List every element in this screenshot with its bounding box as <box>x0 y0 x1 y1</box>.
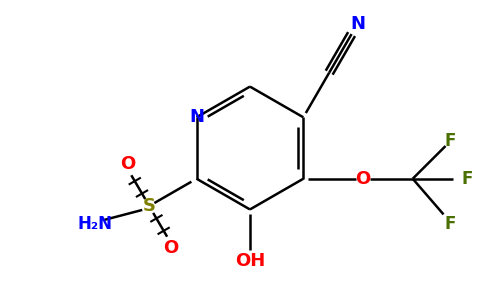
Text: S: S <box>143 197 156 215</box>
Text: N: N <box>189 108 204 126</box>
Text: F: F <box>445 132 456 150</box>
Text: O: O <box>164 238 179 256</box>
Text: H₂N: H₂N <box>77 215 112 233</box>
Text: O: O <box>355 170 371 188</box>
Text: OH: OH <box>235 252 265 270</box>
Text: O: O <box>120 155 135 173</box>
Text: N: N <box>350 15 365 33</box>
Text: F: F <box>462 170 473 188</box>
Text: F: F <box>445 215 456 233</box>
